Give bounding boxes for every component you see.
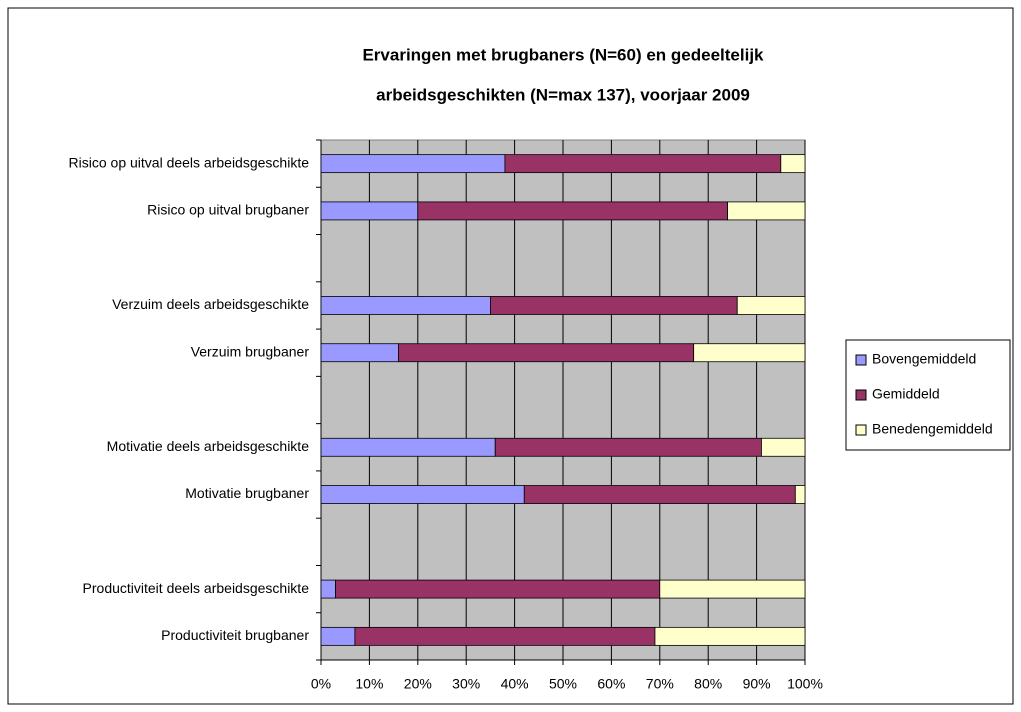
y-tick-label: Motivatie deels arbeidsgeschikte (107, 438, 310, 454)
bar-segment (320, 154, 506, 174)
bar-segment (320, 579, 336, 599)
x-tick-label: 40% (501, 676, 529, 692)
bar-segment (489, 296, 738, 315)
y-tick-label: Productiviteit deels arbeidsgeschikte (83, 580, 310, 596)
x-tick-label: 100% (787, 676, 823, 692)
bar-segment (780, 154, 806, 174)
y-tick-label: Productiviteit brugbaner (161, 627, 309, 643)
bar-segment (693, 343, 806, 363)
legend-label: Gemiddeld (872, 386, 940, 402)
bar-segment (320, 296, 491, 315)
bar-segment (761, 437, 806, 457)
y-tick-label: Motivatie brugbaner (185, 485, 309, 501)
bar-segment (320, 201, 419, 221)
chart-title: arbeidsgeschikten (N=max 137), voorjaar … (376, 85, 750, 104)
legend-label: Benedengemiddeld (872, 421, 993, 437)
legend-swatch (855, 424, 867, 436)
y-tick-label: Verzuim brugbaner (191, 343, 310, 359)
x-tick-label: 60% (597, 676, 625, 692)
bar-segment (654, 626, 806, 646)
bar-segment (523, 485, 796, 504)
bar-segment (320, 437, 496, 457)
bar-segment (659, 579, 806, 599)
x-tick-label: 0% (311, 676, 331, 692)
x-tick-label: 20% (404, 676, 432, 692)
chart-title: Ervaringen met brugbaners (N=60) en gede… (362, 45, 764, 64)
x-tick-label: 70% (646, 676, 674, 692)
bar-segment (727, 201, 806, 221)
bar-segment (504, 154, 782, 174)
bar-segment (494, 437, 762, 457)
bar-segment (794, 485, 806, 504)
bar-segment (320, 485, 525, 504)
bar-segment (398, 343, 695, 363)
legend-swatch (855, 389, 867, 401)
bar-segment (736, 296, 806, 315)
bar-segment (354, 626, 656, 646)
x-tick-label: 90% (743, 676, 771, 692)
x-tick-label: 30% (452, 676, 480, 692)
bar-segment (320, 343, 399, 363)
bar-segment (320, 626, 356, 646)
bar-segment (335, 579, 661, 599)
x-tick-label: 10% (355, 676, 383, 692)
legend-box (845, 339, 1011, 451)
x-tick-label: 50% (549, 676, 577, 692)
y-tick-label: Verzuim deels arbeidsgeschikte (112, 296, 309, 312)
legend-label: Bovengemiddeld (872, 351, 976, 367)
y-tick-label: Risico op uitval deels arbeidsgeschikte (69, 154, 310, 170)
x-tick-label: 80% (694, 676, 722, 692)
y-tick-label: Risico op uitval brugbaner (147, 202, 309, 218)
legend-swatch (855, 354, 867, 366)
bar-segment (417, 201, 728, 221)
